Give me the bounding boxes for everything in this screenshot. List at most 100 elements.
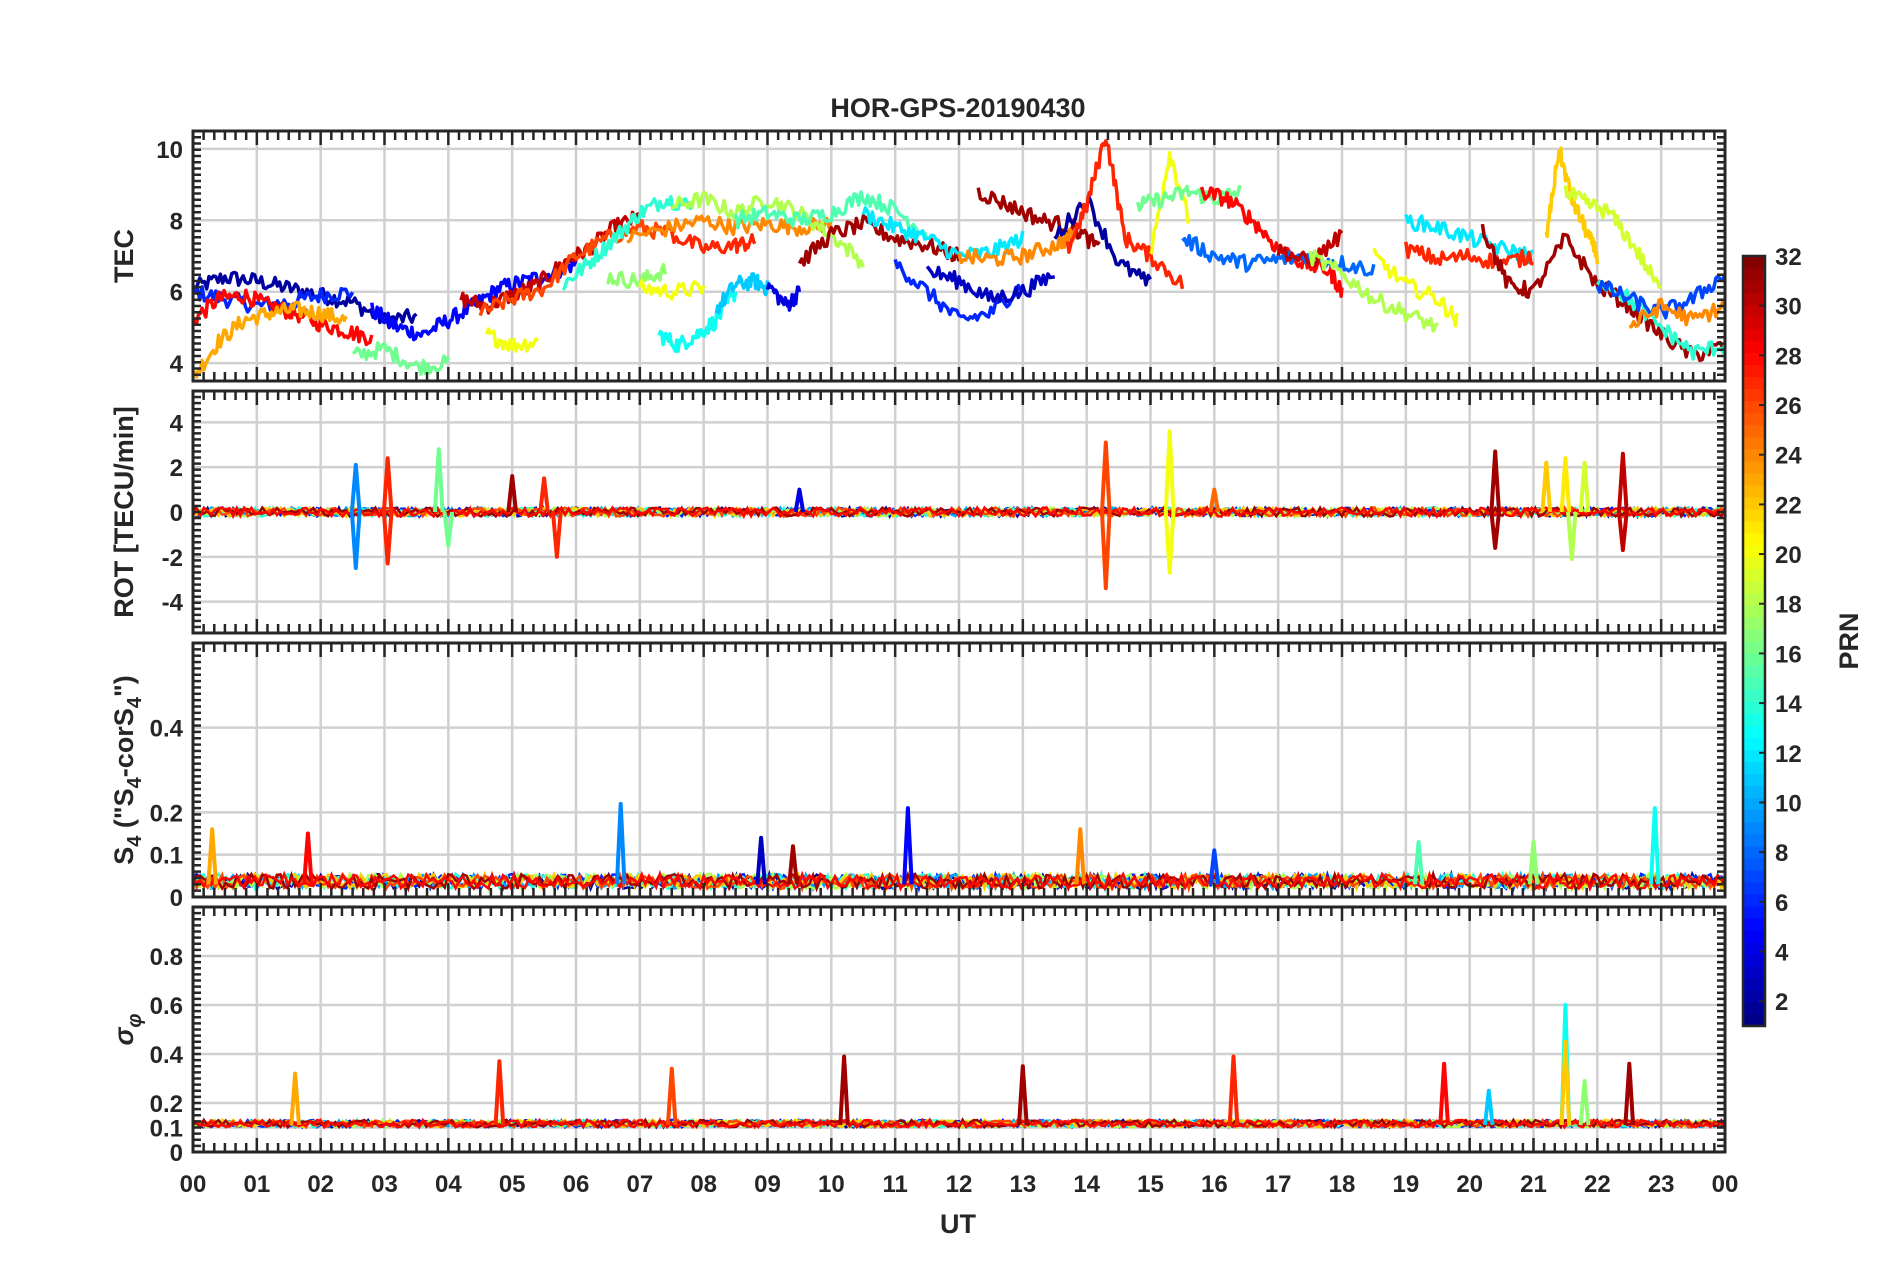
series-prn-18 — [1308, 249, 1440, 333]
series-prn-17 — [606, 262, 668, 290]
colorbar-segment — [1743, 604, 1765, 618]
colorbar-segment — [1743, 833, 1765, 847]
noise-trace-prn-28 — [193, 504, 1725, 520]
y-tick-label: 0 — [170, 500, 183, 527]
x-tick-label: 01 — [243, 1171, 270, 1198]
colorbar-segment — [1743, 352, 1765, 366]
tick-marks — [191, 641, 1727, 899]
noise-trace-prn-28 — [193, 1117, 1725, 1130]
colorbar-segment — [1743, 737, 1765, 751]
colorbar-segment — [1743, 809, 1765, 823]
colorbar-tick-label: 10 — [1775, 790, 1802, 817]
x-tick-label: 02 — [307, 1171, 334, 1198]
y-tick-label: 6 — [170, 280, 183, 307]
x-tick-label: 05 — [499, 1171, 526, 1198]
colorbar-segment — [1743, 953, 1765, 967]
colorbar-frame — [1741, 254, 1767, 1028]
tick-marks — [191, 905, 1727, 1154]
colorbar-segment — [1743, 917, 1765, 931]
series-prn-14 — [561, 194, 693, 291]
x-tick-label: 20 — [1456, 1171, 1483, 1198]
x-tick-label: 17 — [1265, 1171, 1292, 1198]
colorbar-segment — [1743, 496, 1765, 510]
colorbar-segment — [1743, 268, 1765, 281]
spike-prn-26 — [1100, 440, 1112, 513]
colorbar-segment — [1743, 857, 1765, 871]
colorbar-segment — [1743, 653, 1765, 666]
spike-prn-27 — [1227, 1054, 1240, 1126]
spike-prn-23 — [289, 1071, 301, 1126]
colorbar-segment — [1743, 340, 1765, 353]
spike-prn-26 — [1100, 511, 1112, 591]
colorbar-segment — [1743, 845, 1765, 859]
tick-marks — [191, 389, 1727, 635]
series-prn-4 — [765, 282, 802, 312]
y-tick-label: 4 — [170, 410, 184, 437]
spike-prn-22 — [1559, 1039, 1572, 1126]
series-prn-11 — [714, 272, 770, 315]
spike-prn-27 — [551, 511, 563, 559]
x-tick-label: 00 — [1712, 1171, 1739, 1198]
series-prn-30 — [1276, 229, 1344, 268]
spike-prn-25 — [1208, 487, 1221, 513]
spike-prn-30 — [1617, 511, 1629, 553]
spike-prn-22 — [1540, 460, 1553, 513]
colorbar-segment — [1743, 400, 1765, 414]
y-tick-label: 2 — [170, 455, 183, 482]
colorbar-segment — [1743, 869, 1765, 883]
y-tick-label: 4 — [170, 351, 184, 378]
colorbar-segment — [1743, 713, 1765, 726]
spike-prn-15 — [1412, 840, 1425, 885]
colorbar-segment — [1743, 436, 1765, 450]
spike-prn-31 — [838, 1054, 850, 1126]
noise-trace-prn-31 — [193, 1117, 1725, 1130]
series-prn-26 — [478, 219, 674, 317]
spike-prn-31 — [1623, 1061, 1636, 1126]
colorbar-label: PRN — [1834, 612, 1864, 669]
y-tick-label: 0.8 — [150, 944, 183, 971]
spike-prn-26 — [665, 1066, 678, 1126]
colorbar-tick-label: 14 — [1775, 691, 1802, 718]
spike-prn-31 — [1017, 1064, 1029, 1126]
spike-prn-16 — [442, 511, 455, 548]
grid — [191, 643, 1727, 899]
spike-prn-9 — [349, 462, 362, 513]
y-tick-label: 0.1 — [150, 1116, 183, 1143]
colorbar-segment — [1743, 292, 1765, 305]
spike-prn-31 — [1489, 449, 1501, 513]
plot-area — [193, 429, 1725, 591]
colorbar-segment — [1743, 328, 1765, 341]
spike-prn-11 — [1483, 1088, 1495, 1126]
spike-prn-20 — [1163, 429, 1176, 513]
colorbar-segment — [1743, 592, 1765, 606]
tick-marks — [191, 129, 1727, 383]
y-tick-label: 0.4 — [150, 1042, 184, 1069]
colorbar-segment — [1743, 773, 1765, 787]
colorbar-tick-label: 24 — [1775, 443, 1802, 470]
series-prn-28 — [193, 288, 374, 347]
y-axis-label: TEC — [109, 229, 139, 283]
series-prn-19 — [1563, 185, 1663, 290]
colorbar-tick-label: 12 — [1775, 741, 1802, 768]
series-prn-16 — [1135, 184, 1242, 212]
colorbar-segment — [1743, 388, 1765, 402]
colorbar-segment — [1743, 893, 1765, 907]
spike-prn-16 — [432, 447, 445, 513]
x-tick-label: 00 — [180, 1171, 207, 1198]
colorbar-segment — [1743, 508, 1765, 522]
colorbar-segment — [1743, 280, 1765, 293]
series-prn-27 — [1404, 241, 1534, 272]
colorbar-tick-label: 26 — [1775, 393, 1802, 420]
series-prn-7 — [1595, 274, 1725, 320]
spike-prn-3 — [755, 835, 767, 885]
spike-prn-28 — [302, 831, 314, 885]
spike-prn-7 — [1208, 848, 1221, 885]
colorbar-tick-label: 22 — [1775, 492, 1802, 519]
x-tick-label: 08 — [690, 1171, 717, 1198]
x-axis: 00 01 02 03 04 05 06 07 08 09 10 11 12 13 14 15 16 17 18 19… — [180, 1171, 1739, 1198]
colorbar-tick-label: 28 — [1775, 343, 1802, 370]
colorbar-segment — [1743, 556, 1765, 570]
series-prn-23 — [193, 300, 348, 379]
colorbar-tick-label: 16 — [1775, 641, 1802, 668]
spike-prn-17 — [1527, 840, 1540, 885]
